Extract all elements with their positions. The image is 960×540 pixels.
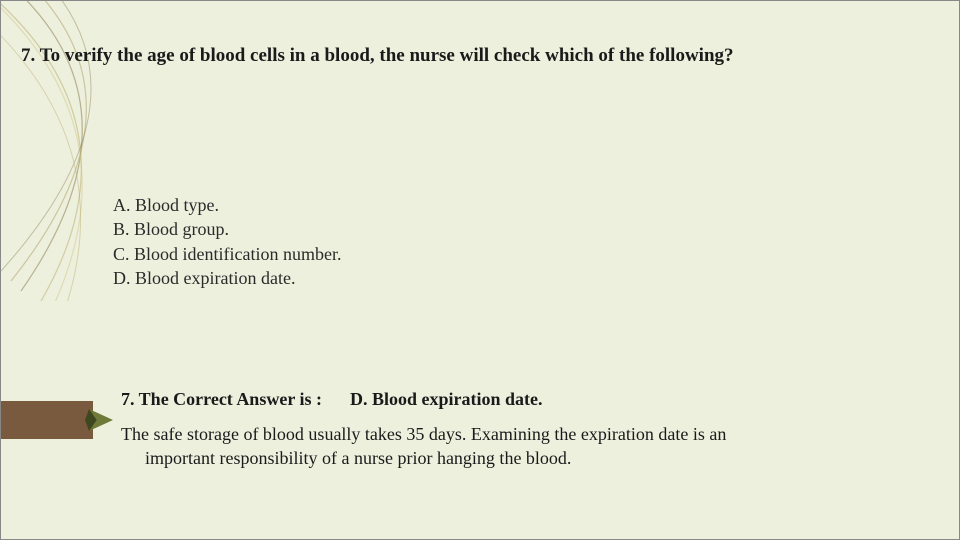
explanation-line2: important responsibility of a nurse prio… xyxy=(145,446,919,470)
option-b: B. Blood group. xyxy=(113,217,341,241)
answer-label: 7. The Correct Answer is : xyxy=(121,389,322,409)
option-a: A. Blood type. xyxy=(113,193,341,217)
options-list: A. Blood type. B. Blood group. C. Blood … xyxy=(113,193,341,290)
answer-line: 7. The Correct Answer is : D. Blood expir… xyxy=(121,389,919,410)
answer-block: 7. The Correct Answer is : D. Blood expir… xyxy=(121,389,919,471)
option-d: D. Blood expiration date. xyxy=(113,266,341,290)
option-c: C. Blood identification number. xyxy=(113,242,341,266)
answer-value: D. Blood expiration date. xyxy=(350,389,543,409)
answer-explanation: The safe storage of blood usually takes … xyxy=(121,422,919,471)
accent-band xyxy=(1,401,93,439)
explanation-line1: The safe storage of blood usually takes … xyxy=(121,424,726,444)
question-text: 7. To verify the age of blood cells in a… xyxy=(21,45,939,67)
